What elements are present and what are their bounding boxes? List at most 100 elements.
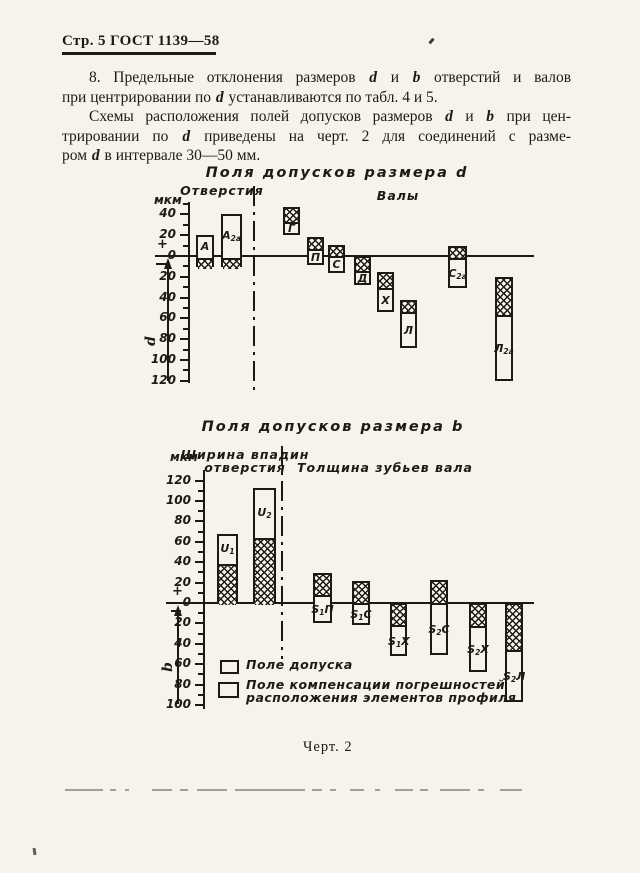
bar-label-text: S [388,634,396,648]
bar-label: Л [398,324,419,337]
bar-label-text: Г [287,222,295,236]
scan-smudge [395,789,413,791]
group-label-holes: Ширина впадин отверстия [180,447,309,475]
bar-label-text: Х [401,634,410,648]
bar-label: S2Х [467,643,489,657]
axis-tick [198,510,203,513]
axis-tick [183,286,188,289]
bar-A2a: А2a [221,214,242,270]
axis-tick [198,571,203,574]
legend-compensation-swatch [218,682,239,698]
bar-D: Д [352,256,373,286]
text-line: при центрировании по d устанавливаются п… [62,88,571,108]
axis-tick [180,338,188,341]
axis-tick [195,500,203,502]
bar-label-subscript: 1 [358,613,364,623]
axis-tick-label: 20 [174,615,191,630]
bar-label: Д [352,272,373,285]
axis-tick [195,642,203,645]
axis-tick [198,591,203,594]
axis-tick [183,369,188,372]
page-header: Стр. 5 ГОСТ 1139—58 [62,33,220,49]
axis-tick [198,612,203,615]
compensation-field [432,581,446,605]
bar-label-text: U [220,541,230,555]
dimension-letter-label: b [159,662,176,672]
axis-tick [198,551,203,553]
bar-label-text: С [363,608,372,622]
bar-label-text: S [467,643,476,657]
bar-label-subscript: 1 [395,639,402,649]
axis-tick [195,479,203,482]
scan-smudge [440,789,470,791]
up-arrow-icon [164,258,172,269]
axis-tick-label: 20 [142,269,176,283]
compensation-field [471,605,485,629]
axis-tick [195,704,203,706]
bar-G: Г [283,207,300,235]
bar-U2: U2 [253,487,276,605]
scan-smudge [375,789,380,791]
bar-label: S1П [311,603,334,617]
y-axis-line [203,470,205,709]
bar-label-text: S [428,623,437,636]
scan-smudge [110,789,116,791]
bar-S2a: С2a [446,245,469,289]
bar-label: U1 [215,542,240,556]
axis-tick-label: 40 [159,206,176,221]
text-segment: и [378,69,412,86]
dimension-letter: d [182,127,191,145]
bar-S2L: S2Л [503,603,526,702]
text-segment: Схемы расположения полей допусков размер… [89,108,445,125]
bar-label: С2a [446,267,469,281]
axis-tick [195,622,203,625]
bar-label-text: S [311,603,320,617]
dimension-arrow-line [177,615,179,704]
scan-smudge [478,789,484,791]
axis-tick-label: 120 [165,472,191,487]
axis-tick-label: 80 [174,513,191,528]
text-line: трировании по d приведены на черт. 2 для… [62,127,571,147]
compensation-field [285,209,298,224]
bar-label-subscript: 2a [503,347,514,357]
divider-dash-dot-line [253,186,255,392]
axis-tick-label: 20 [159,227,176,242]
axis-tick-label: 80 [174,676,191,691]
axis-tick-label: 40 [174,554,191,569]
scan-smudge [180,789,188,791]
bar-S1S: S1С [350,580,372,626]
up-arrow-icon [174,605,182,616]
scan-smudge [500,789,522,791]
axis-unit-label: мкм [154,193,182,207]
compensation-field [379,273,392,291]
text-segment: при цен- [494,108,571,125]
y-axis-line [188,202,190,383]
compensation-field [315,575,330,597]
axis-tick-label: 100 [165,697,191,711]
bar-label-subscript: 2 [475,648,481,658]
dimension-arrow-line [167,268,169,381]
bar-label-subscript: 2 [436,628,442,637]
bar-label-text: S [350,608,359,622]
bar-label-subscript: 2 [510,674,517,684]
compensation-field [309,239,322,251]
group-label-shafts: Валы [376,188,420,203]
bar-label-text: Л [516,669,526,683]
compensation-field [198,257,212,270]
text-line: 8. Предельные отклонения размеров d и b … [62,68,571,88]
dimension-letter: d [91,147,100,164]
axis-tick [198,489,203,492]
compensation-field [330,246,343,258]
axis-tick [198,693,203,696]
compensation-field [223,257,240,270]
axis-tick [183,348,188,351]
axis-tick [198,653,203,655]
bar-S1X: S1Х [388,603,410,657]
compensation-field [402,301,415,315]
compensation-field [450,247,465,261]
axis-tick-label: 20 [174,574,191,589]
axis-tick-label: 100 [165,493,191,507]
text-segment: при центрировании по [62,88,215,106]
bar-label-subscript: 1 [229,546,235,556]
bar-label: П [305,251,326,264]
